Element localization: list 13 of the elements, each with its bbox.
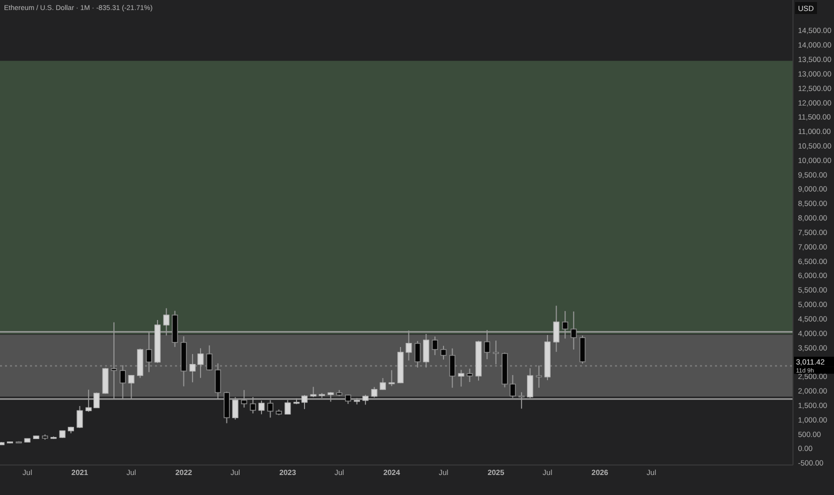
- candlestick: [432, 336, 438, 356]
- candlestick: [206, 344, 212, 372]
- candlestick: [76, 406, 83, 428]
- candlestick: [380, 378, 386, 390]
- candlestick: [190, 354, 196, 383]
- candlestick: [458, 369, 464, 388]
- candlestick: [492, 340, 499, 365]
- candlestick: [440, 345, 447, 360]
- candlestick: [197, 348, 204, 378]
- candlestick: [536, 365, 542, 388]
- candlestick: [449, 348, 456, 388]
- candlestick: [414, 340, 421, 368]
- candlestick: [466, 368, 473, 383]
